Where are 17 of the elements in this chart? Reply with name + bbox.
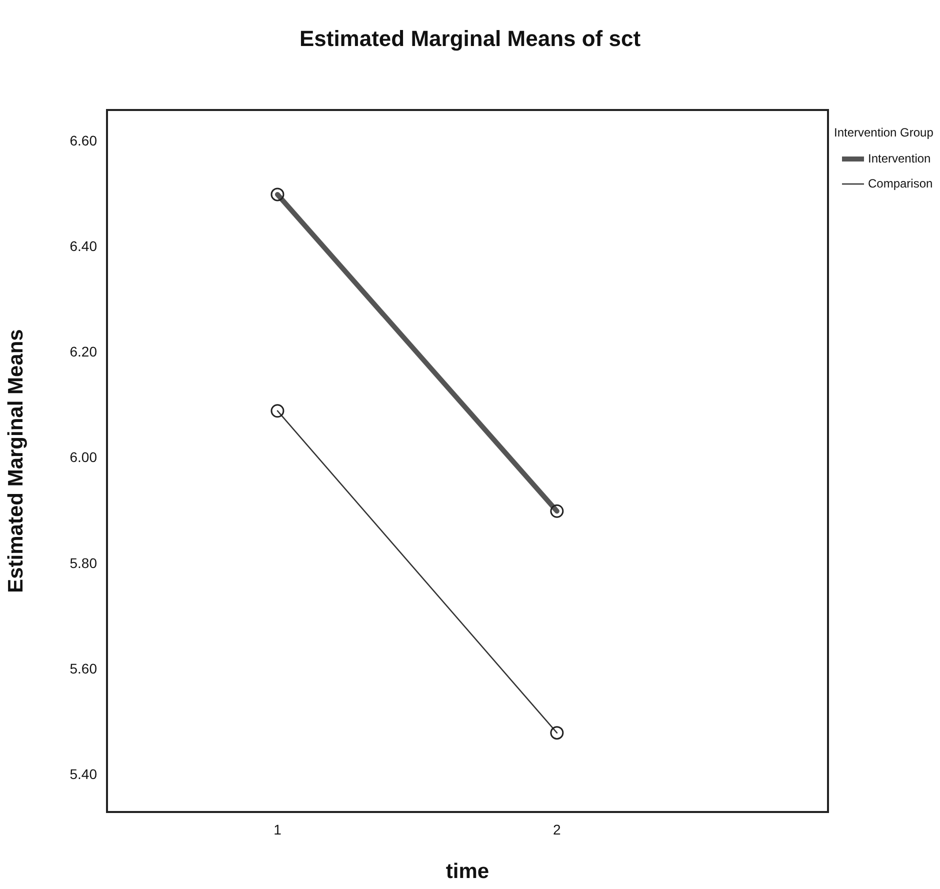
x-tick-label: 1 xyxy=(274,821,282,838)
y-tick-label: 6.40 xyxy=(70,238,98,254)
x-axis-title: time xyxy=(446,860,490,884)
point xyxy=(550,726,564,740)
y-tick-label: 6.00 xyxy=(70,449,98,466)
point xyxy=(270,404,284,418)
y-tick-label: 5.40 xyxy=(70,766,98,782)
legend-label: Comparison xyxy=(868,176,933,190)
y-tick-label: 5.80 xyxy=(70,554,98,571)
y-tick-label: 6.60 xyxy=(70,132,98,149)
y-tick-label: 5.60 xyxy=(70,660,98,676)
legend-label: Intervention xyxy=(868,151,931,166)
y-axis-title: Estimated Marginal Means xyxy=(4,329,28,593)
y-tick-label: 6.20 xyxy=(70,344,98,360)
legend-title: Intervention Group xyxy=(834,125,934,140)
chart-title: Estimated Marginal Means of sct xyxy=(299,26,642,52)
x-tick-label: 2 xyxy=(553,821,562,838)
